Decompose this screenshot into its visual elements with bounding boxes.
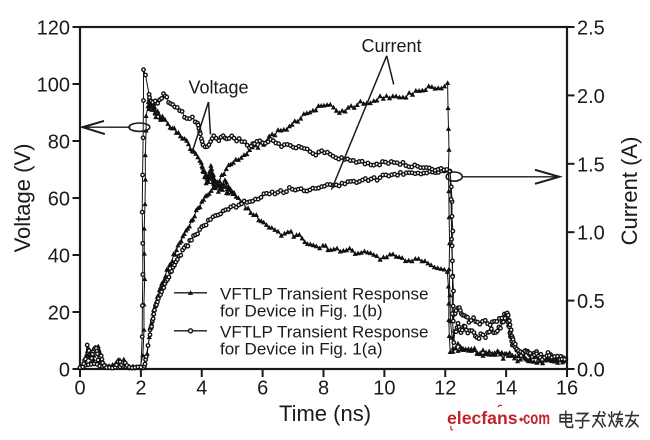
svg-text:Time (ns): Time (ns) bbox=[279, 401, 371, 426]
svg-text:60: 60 bbox=[48, 189, 70, 211]
svg-text:40: 40 bbox=[48, 246, 70, 268]
svg-text:2.5: 2.5 bbox=[577, 18, 605, 40]
svg-text:14: 14 bbox=[495, 378, 517, 400]
svg-text:80: 80 bbox=[48, 132, 70, 154]
svg-text:1.0: 1.0 bbox=[577, 223, 605, 245]
svg-text:for Device in Fig. 1(b): for Device in Fig. 1(b) bbox=[220, 302, 383, 321]
svg-text:Voltage (V): Voltage (V) bbox=[10, 144, 35, 253]
svg-text:16: 16 bbox=[556, 378, 578, 400]
svg-text:Current (A): Current (A) bbox=[617, 137, 642, 246]
svg-text:0.0: 0.0 bbox=[577, 360, 605, 382]
svg-text:0: 0 bbox=[59, 360, 70, 382]
svg-text:for Device in Fig. 1(a): for Device in Fig. 1(a) bbox=[220, 340, 383, 359]
svg-text:VFTLP Transient Response: VFTLP Transient Response bbox=[220, 323, 429, 342]
svg-text:8: 8 bbox=[318, 378, 329, 400]
svg-text:2: 2 bbox=[135, 378, 146, 400]
svg-text:Voltage: Voltage bbox=[188, 78, 248, 98]
svg-text:0: 0 bbox=[74, 378, 85, 400]
svg-text:VFTLP Transient Response: VFTLP Transient Response bbox=[220, 285, 429, 304]
svg-text:com: com bbox=[523, 408, 550, 428]
svg-text:Current: Current bbox=[361, 36, 421, 56]
svg-text:20: 20 bbox=[48, 303, 70, 325]
svg-text:elecfans: elecfans bbox=[447, 408, 518, 428]
svg-text:10: 10 bbox=[373, 378, 395, 400]
svg-text:0.5: 0.5 bbox=[577, 291, 605, 313]
svg-text:6: 6 bbox=[257, 378, 268, 400]
svg-text:12: 12 bbox=[434, 378, 456, 400]
svg-text:1.5: 1.5 bbox=[577, 154, 605, 176]
svg-text:2.0: 2.0 bbox=[577, 86, 605, 108]
svg-text:120: 120 bbox=[37, 18, 70, 40]
svg-text:4: 4 bbox=[196, 378, 207, 400]
svg-text:100: 100 bbox=[37, 75, 70, 97]
